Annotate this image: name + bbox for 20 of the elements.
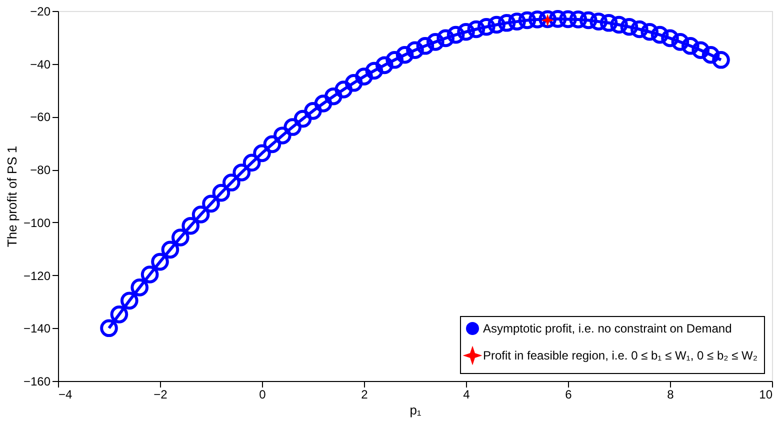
- y-tick-label: −140: [23, 322, 51, 336]
- x-tick-label: 8: [667, 388, 674, 402]
- y-tick-label: −80: [30, 163, 51, 178]
- y-tick-label: −40: [30, 57, 51, 72]
- legend-label: Asymptotic profit, i.e. no constraint on Demand: [483, 322, 732, 336]
- x-tick-label: 4: [463, 388, 470, 402]
- x-axis-title: p₁: [410, 402, 422, 418]
- y-tick-label: −120: [23, 268, 51, 283]
- x-tick-label: 10: [759, 388, 773, 402]
- y-tick-label: −60: [30, 110, 51, 124]
- y-tick-label: −160: [23, 374, 51, 388]
- legend-label: Profit in feasible region, i.e. 0 ≤ b₁ ≤ W₁, 0 ≤ b₂ ≤ W₂: [483, 348, 758, 362]
- x-tick-label: −4: [58, 388, 73, 402]
- y-tick-label: −100: [23, 216, 51, 230]
- x-tick-label: 2: [361, 388, 368, 402]
- x-tick-label: 6: [565, 388, 572, 402]
- y-tick-label: −20: [30, 4, 51, 18]
- y-axis-title: The profit of PS 1: [4, 146, 20, 248]
- x-tick-label: 0: [259, 388, 266, 402]
- x-tick-label: −2: [154, 388, 168, 402]
